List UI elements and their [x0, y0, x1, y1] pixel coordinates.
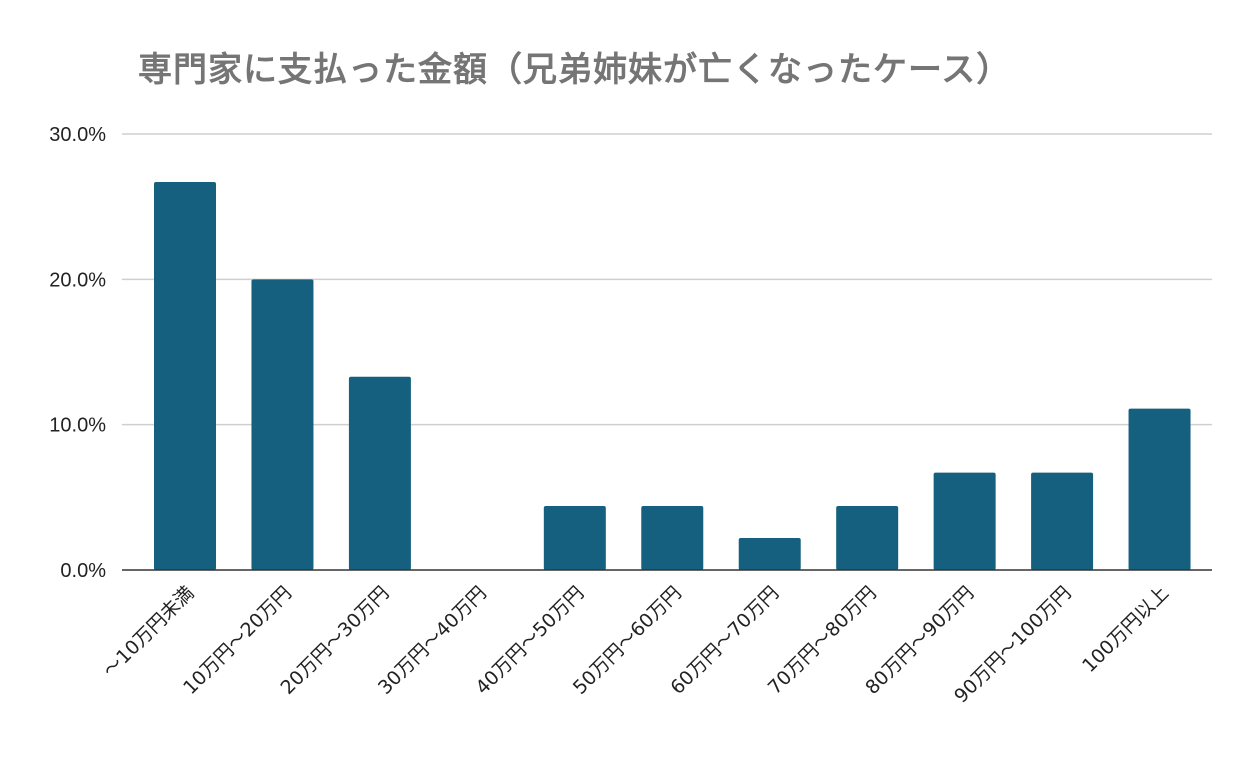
bar — [251, 279, 314, 570]
bar — [1128, 408, 1191, 570]
y-tick-label: 20.0% — [49, 269, 106, 291]
bar — [348, 376, 411, 570]
bar — [1031, 472, 1094, 570]
bar — [738, 538, 801, 570]
y-axis-tick-labels: 0.0% 10.0% 20.0% 30.0% — [49, 124, 106, 582]
bar — [154, 181, 216, 570]
y-tick-label: 10.0% — [49, 415, 106, 437]
bar — [543, 506, 606, 570]
x-tick-label: ～10万円未満 — [99, 582, 199, 682]
x-axis-tick-labels: ～10万円未満10万円～20万円20万円～30万円30万円～40万円40万円～5… — [99, 582, 1173, 707]
bar — [641, 506, 704, 570]
y-tick-label: 0.0% — [60, 560, 106, 582]
x-tick-label: 100万円以上 — [1078, 582, 1173, 677]
bar — [933, 472, 996, 570]
y-tick-label: 30.0% — [49, 124, 106, 146]
bar — [836, 506, 899, 570]
chart-title: 専門家に支払った金額（兄弟姉妹が亡くなったケース） — [138, 50, 1012, 90]
bars — [154, 181, 1191, 570]
